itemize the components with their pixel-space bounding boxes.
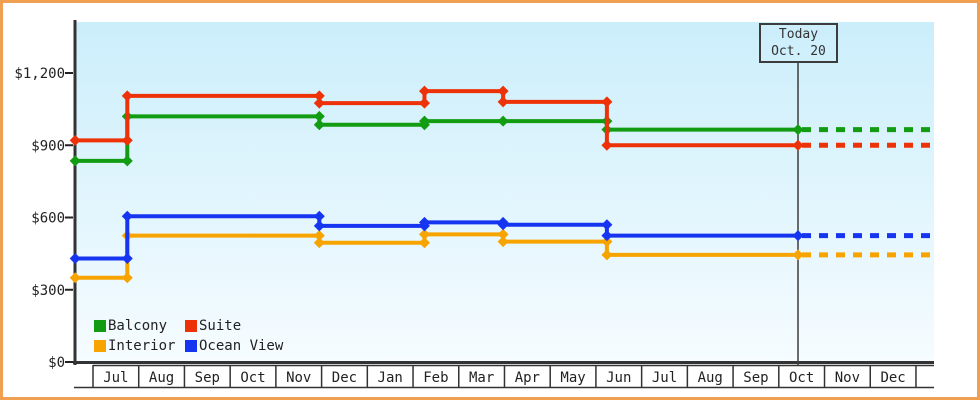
y-tick-label: $1,200: [14, 66, 65, 82]
data-point: [313, 119, 325, 131]
month-label: Jan: [378, 370, 403, 386]
data-point: [313, 220, 325, 232]
data-point: [313, 237, 325, 249]
chart-legend: Balcony Suite Interior Ocean View: [94, 316, 283, 356]
plot-background: [76, 22, 934, 362]
data-point: [313, 110, 325, 122]
data-point: [69, 155, 81, 167]
data-point: [69, 252, 81, 264]
month-label: Apr: [515, 370, 540, 386]
today-marker-box: Today Oct. 20: [759, 23, 838, 63]
data-point: [497, 219, 509, 231]
data-point: [121, 272, 133, 284]
month-label: Sep: [195, 370, 220, 386]
data-point: [313, 210, 325, 222]
balcony-swatch-icon: [94, 320, 106, 332]
data-point: [792, 249, 804, 261]
month-label: Jul: [103, 370, 128, 386]
data-point: [418, 216, 430, 228]
y-tick-label: $0: [48, 355, 65, 371]
data-point: [601, 230, 613, 242]
month-label: Aug: [149, 370, 174, 386]
data-point: [69, 272, 81, 284]
legend-item-balcony: Balcony: [94, 316, 185, 336]
data-point: [601, 219, 613, 231]
y-tick-label: $300: [31, 283, 65, 299]
month-label: Dec: [880, 370, 905, 386]
data-point: [313, 230, 325, 242]
month-label: Mar: [469, 370, 494, 386]
data-point: [418, 228, 430, 240]
legend-item-ocean-view: Ocean View: [185, 336, 283, 356]
data-point: [418, 237, 430, 249]
data-point: [418, 85, 430, 97]
data-point: [313, 97, 325, 109]
legend-label: Interior: [108, 338, 176, 354]
legend-item-interior: Interior: [94, 336, 185, 356]
legend-label: Ocean View: [199, 338, 284, 354]
data-point: [313, 90, 325, 102]
month-label: Oct: [240, 370, 265, 386]
data-point: [497, 236, 509, 248]
price-history-chart: $0 $300 $600 $900 $1,200 Jul Aug Sep Oct Nov Dec Ja…: [14, 20, 934, 389]
data-point: [792, 139, 804, 151]
month-label: Dec: [332, 370, 357, 386]
data-point: [497, 96, 509, 108]
today-date: Oct. 20: [771, 44, 826, 59]
data-point: [121, 134, 133, 146]
series-line-suite: [75, 89, 799, 148]
data-point: [601, 96, 613, 108]
today-label: Today: [778, 27, 819, 42]
data-point: [497, 228, 509, 240]
month-label: May: [560, 370, 585, 386]
data-point: [418, 97, 430, 109]
interior-swatch-icon: [94, 340, 106, 352]
legend-item-suite: Suite: [185, 316, 283, 336]
y-tick-label: $600: [31, 211, 65, 227]
month-label: Nov: [835, 370, 860, 386]
month-label: Jul: [652, 370, 677, 386]
data-point: [121, 90, 133, 102]
data-point: [121, 210, 133, 222]
data-point: [792, 230, 804, 242]
month-label: Oct: [789, 370, 814, 386]
data-point: [792, 124, 804, 136]
month-label: Feb: [423, 370, 448, 386]
data-point: [121, 252, 133, 264]
legend-label: Suite: [199, 318, 242, 334]
suite-swatch-icon: [185, 320, 197, 332]
data-point: [69, 134, 81, 146]
month-label: Jun: [606, 370, 631, 386]
data-point: [418, 115, 430, 127]
data-point: [121, 155, 133, 167]
data-point: [497, 85, 509, 97]
data-point: [601, 249, 613, 261]
ocean-view-swatch-icon: [185, 340, 197, 352]
legend-label: Balcony: [108, 318, 168, 334]
month-label: Sep: [743, 370, 768, 386]
data-point: [601, 139, 613, 151]
y-tick-label: $900: [31, 138, 65, 154]
data-point: [497, 115, 509, 127]
month-label: Nov: [286, 370, 311, 386]
month-label: Aug: [698, 370, 723, 386]
data-point: [601, 236, 613, 248]
